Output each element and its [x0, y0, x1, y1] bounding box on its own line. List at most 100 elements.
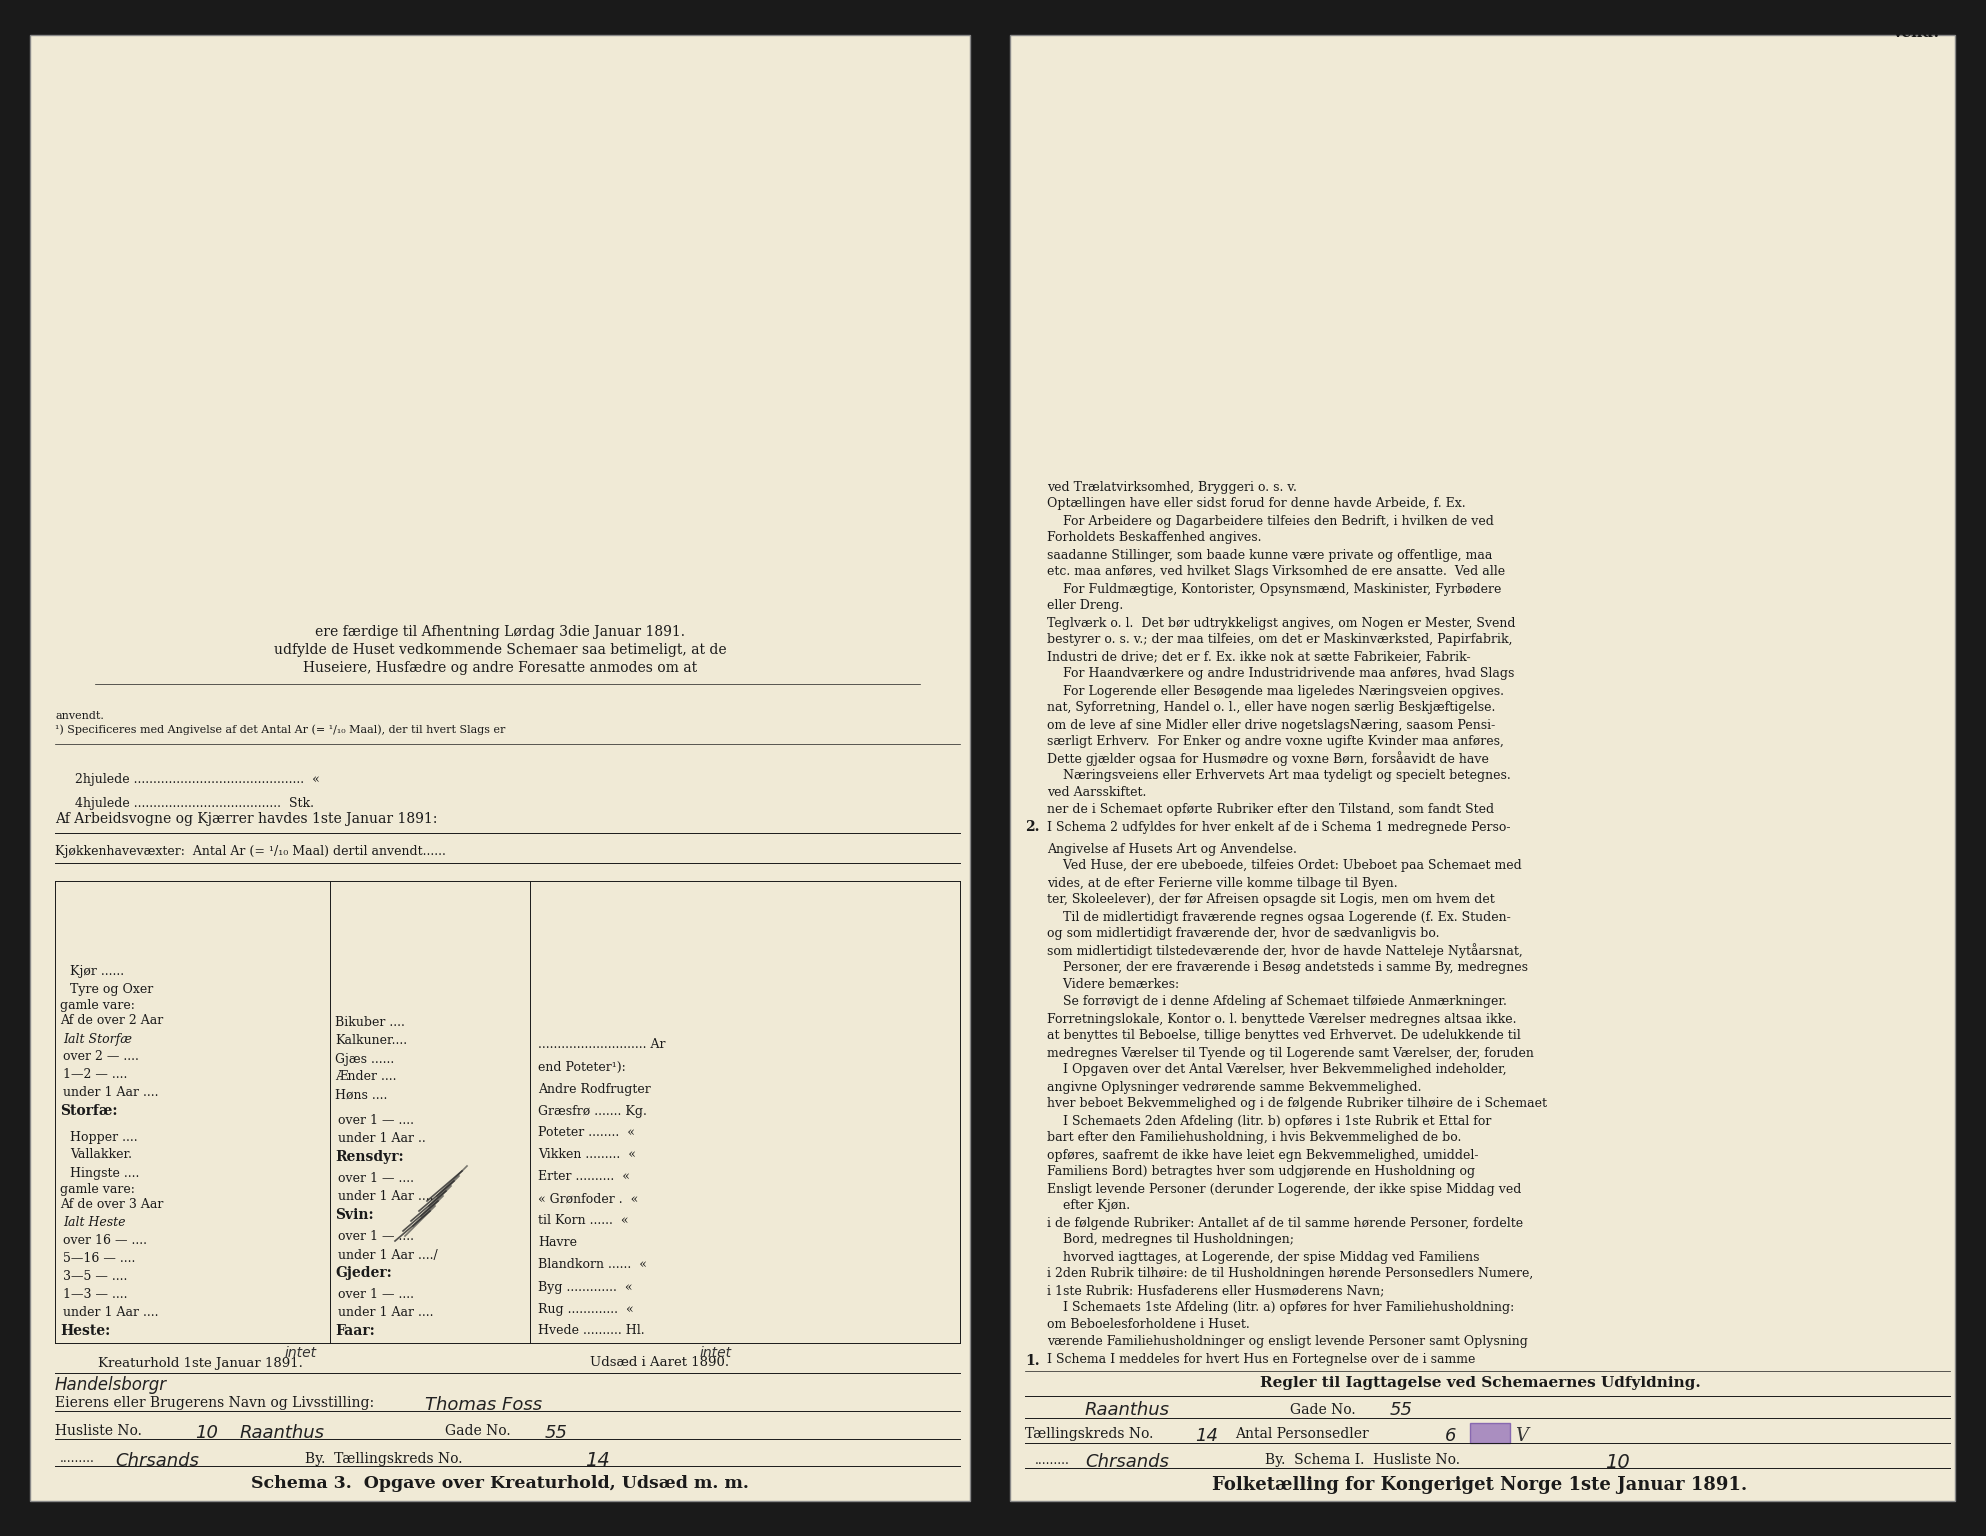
- Text: eller Dreng.: eller Dreng.: [1047, 599, 1124, 613]
- Text: Ænder ....: Ænder ....: [336, 1071, 397, 1083]
- Text: Hingste ....: Hingste ....: [70, 1166, 139, 1180]
- Text: Videre bemærkes:: Videre bemærkes:: [1047, 978, 1180, 992]
- Text: under 1 Aar ....: under 1 Aar ....: [338, 1190, 433, 1204]
- Text: efter Kjøn.: efter Kjøn.: [1047, 1200, 1130, 1212]
- Text: Af Arbeidsvogne og Kjærrer havdes 1ste Januar 1891:: Af Arbeidsvogne og Kjærrer havdes 1ste J…: [56, 813, 437, 826]
- Text: Vallakker.: Vallakker.: [70, 1149, 131, 1161]
- Text: under 1 Aar ....: under 1 Aar ....: [64, 1307, 159, 1319]
- Text: I Schema 2 udfyldes for hver enkelt af de i Schema 1 medregnede Perso-: I Schema 2 udfyldes for hver enkelt af d…: [1047, 820, 1511, 834]
- Text: intet: intet: [699, 1346, 733, 1359]
- Text: .........: .........: [1035, 1453, 1070, 1467]
- Text: ter, Skoleelever), der før Afreisen opsagde sit Logis, men om hvem det: ter, Skoleelever), der før Afreisen opsa…: [1047, 894, 1495, 906]
- Text: I Schema I meddeles for hvert Hus en Fortegnelse over de i samme: I Schema I meddeles for hvert Hus en For…: [1047, 1353, 1476, 1366]
- Text: under 1 Aar ....: under 1 Aar ....: [64, 1086, 159, 1100]
- Text: under 1 Aar ..: under 1 Aar ..: [338, 1132, 425, 1146]
- Text: at benyttes til Beboelse, tillige benyttes ved Erhvervet. De udelukkende til: at benyttes til Beboelse, tillige benytt…: [1047, 1029, 1521, 1043]
- Text: Schema 3.  Opgave over Kreaturhold, Udsæd m. m.: Schema 3. Opgave over Kreaturhold, Udsæd…: [250, 1475, 749, 1491]
- Text: under 1 Aar ..../: under 1 Aar ..../: [338, 1249, 437, 1261]
- Text: gamle vare:: gamle vare:: [60, 1183, 135, 1195]
- Text: ved Trælatvirksomhed, Bryggeri o. s. v.: ved Trælatvirksomhed, Bryggeri o. s. v.: [1047, 481, 1297, 493]
- Text: Af de over 3 Aar: Af de over 3 Aar: [60, 1198, 163, 1212]
- FancyBboxPatch shape: [1470, 1422, 1509, 1442]
- Text: Poteter ........  «: Poteter ........ «: [538, 1126, 636, 1140]
- Text: om Beboelesforholdene i Huset.: om Beboelesforholdene i Huset.: [1047, 1318, 1249, 1332]
- Text: For Fuldmægtige, Kontorister, Opsynsmænd, Maskinister, Fyrbødere: For Fuldmægtige, Kontorister, Opsynsmænd…: [1047, 582, 1501, 596]
- Text: end Poteter¹):: end Poteter¹):: [538, 1060, 626, 1074]
- Text: i 2den Rubrik tilhøire: de til Husholdningen hørende Personsedlers Numere,: i 2den Rubrik tilhøire: de til Husholdni…: [1047, 1267, 1533, 1281]
- Text: 4hjulede ......................................  Stk.: 4hjulede ...............................…: [75, 797, 314, 809]
- Text: 1—3 — ....: 1—3 — ....: [64, 1289, 127, 1301]
- Text: angivne Oplysninger vedrørende samme Bekvemmelighed.: angivne Oplysninger vedrørende samme Bek…: [1047, 1080, 1422, 1094]
- FancyBboxPatch shape: [30, 35, 969, 1501]
- Text: Hopper ....: Hopper ....: [70, 1130, 137, 1143]
- Text: 55: 55: [544, 1424, 568, 1442]
- Text: særligt Erhverv.  For Enker og andre voxne ugifte Kvinder maa anføres,: særligt Erhverv. For Enker og andre voxn…: [1047, 736, 1503, 748]
- Text: Til de midlertidigt fraværende regnes ogsaa Logerende (f. Ex. Studen-: Til de midlertidigt fraværende regnes og…: [1047, 911, 1511, 923]
- Text: Tyre og Oxer: Tyre og Oxer: [70, 983, 153, 995]
- Text: saadanne Stillinger, som baade kunne være private og offentlige, maa: saadanne Stillinger, som baade kunne vær…: [1047, 548, 1491, 562]
- Text: Rensdyr:: Rensdyr:: [336, 1150, 403, 1164]
- Text: og som midlertidigt fraværende der, hvor de sædvanligvis bo.: og som midlertidigt fraværende der, hvor…: [1047, 928, 1440, 940]
- Text: 55: 55: [1390, 1401, 1412, 1419]
- Text: bart efter den Familiehusholdning, i hvis Bekvemmelighed de bo.: bart efter den Familiehusholdning, i hvi…: [1047, 1132, 1462, 1144]
- Text: Husliste No.: Husliste No.: [56, 1424, 141, 1438]
- Text: hvorved iagttages, at Logerende, der spise Middag ved Familiens: hvorved iagttages, at Logerende, der spi…: [1047, 1250, 1480, 1264]
- Text: Høns ....: Høns ....: [336, 1089, 387, 1101]
- Text: over 2 — ....: over 2 — ....: [64, 1051, 139, 1063]
- Text: 14: 14: [586, 1452, 610, 1470]
- Text: Faar:: Faar:: [336, 1324, 375, 1338]
- Text: Hvede .......... Hl.: Hvede .......... Hl.: [538, 1324, 645, 1338]
- Text: 1—2 — ....: 1—2 — ....: [64, 1069, 127, 1081]
- Text: Familiens Bord) betragtes hver som udgjørende en Husholdning og: Familiens Bord) betragtes hver som udgjø…: [1047, 1166, 1476, 1178]
- Text: Næringsveiens eller Erhvervets Art maa tydeligt og specielt betegnes.: Næringsveiens eller Erhvervets Art maa t…: [1047, 770, 1511, 782]
- Text: 2.: 2.: [1025, 820, 1039, 834]
- Text: Blandkorn ......  «: Blandkorn ...... «: [538, 1258, 647, 1272]
- Text: Regler til Iagttagelse ved Schemaernes Udfyldning.: Regler til Iagttagelse ved Schemaernes U…: [1259, 1376, 1700, 1390]
- Text: Ialt Heste: Ialt Heste: [64, 1217, 125, 1229]
- Text: 6: 6: [1446, 1427, 1456, 1445]
- Text: Optællingen have eller sidst forud for denne havde Arbeide, f. Ex.: Optællingen have eller sidst forud for d…: [1047, 498, 1466, 510]
- Text: Antal Personsedler: Antal Personsedler: [1235, 1427, 1368, 1441]
- Text: i 1ste Rubrik: Husfaderens eller Husmøderens Navn;: i 1ste Rubrik: Husfaderens eller Husmøde…: [1047, 1284, 1384, 1298]
- Text: Rug .............  «: Rug ............. «: [538, 1303, 634, 1315]
- Text: V: V: [1515, 1427, 1527, 1445]
- Text: Af de over 2 Aar: Af de over 2 Aar: [60, 1014, 163, 1028]
- Text: gamle vare:: gamle vare:: [60, 998, 135, 1012]
- Text: Kjør ......: Kjør ......: [70, 965, 123, 977]
- Text: For Logerende eller Besøgende maa ligeledes Næringsveien opgives.: For Logerende eller Besøgende maa ligele…: [1047, 685, 1503, 697]
- Text: opføres, saafremt de ikke have leiet egn Bekvemmelighed, umiddel-: opføres, saafremt de ikke have leiet egn…: [1047, 1149, 1478, 1161]
- Text: For Arbeidere og Dagarbeidere tilfeies den Bedrift, i hvilken de ved: For Arbeidere og Dagarbeidere tilfeies d…: [1047, 515, 1493, 527]
- Text: Bord, medregnes til Husholdningen;: Bord, medregnes til Husholdningen;: [1047, 1233, 1295, 1247]
- Text: Ved Huse, der ere ubeboede, tilfeies Ordet: Ubeboet paa Schemaet med: Ved Huse, der ere ubeboede, tilfeies Ord…: [1047, 860, 1521, 872]
- Text: Byg .............  «: Byg ............. «: [538, 1281, 632, 1293]
- Text: Forholdets Beskaffenhed angives.: Forholdets Beskaffenhed angives.: [1047, 531, 1261, 544]
- Text: Kreaturhold 1ste Januar 1891.: Kreaturhold 1ste Januar 1891.: [97, 1356, 302, 1370]
- Text: Kalkuner....: Kalkuner....: [336, 1035, 407, 1048]
- Text: Industri de drive; det er f. Ex. ikke nok at sætte Fabrikeier, Fabrik-: Industri de drive; det er f. Ex. ikke no…: [1047, 651, 1470, 664]
- Text: Folketælling for Kongeriget Norge 1ste Januar 1891.: Folketælling for Kongeriget Norge 1ste J…: [1211, 1476, 1748, 1495]
- Text: Raanthus: Raanthus: [240, 1424, 326, 1442]
- Text: over 1 — ....: over 1 — ....: [338, 1230, 413, 1244]
- Text: 10: 10: [195, 1424, 218, 1442]
- Text: 14: 14: [1196, 1427, 1217, 1445]
- Text: medregnes Værelser til Tyende og til Logerende samt Værelser, der, foruden: medregnes Værelser til Tyende og til Log…: [1047, 1046, 1533, 1060]
- Text: Chrsands: Chrsands: [115, 1452, 199, 1470]
- Text: Kjøkkenhavevæxter:  Antal Ar (= ¹/₁₀ Maal) dertil anvendt......: Kjøkkenhavevæxter: Antal Ar (= ¹/₁₀ Maal…: [56, 845, 447, 857]
- Text: Heste:: Heste:: [60, 1324, 111, 1338]
- Text: Raanthus: Raanthus: [1084, 1401, 1170, 1419]
- Text: Angivelse af Husets Art og Anvendelse.: Angivelse af Husets Art og Anvendelse.: [1047, 843, 1297, 856]
- Text: Bikuber ....: Bikuber ....: [336, 1017, 405, 1029]
- Text: Handelsborgr: Handelsborgr: [56, 1376, 167, 1395]
- Text: 2hjulede ............................................  «: 2hjulede ...............................…: [75, 773, 320, 785]
- Text: om de leve af sine Midler eller drive nogetslagsNæring, saasom Pensi-: om de leve af sine Midler eller drive no…: [1047, 719, 1495, 731]
- Text: Gjeder:: Gjeder:: [336, 1266, 391, 1279]
- Text: Gade No.: Gade No.: [1291, 1402, 1356, 1418]
- Text: anvendt.: anvendt.: [56, 711, 103, 720]
- Text: Personer, der ere fraværende i Besøg andetsteds i samme By, medregnes: Personer, der ere fraværende i Besøg and…: [1047, 962, 1527, 974]
- Text: bestyrer o. s. v.; der maa tilfeies, om det er Maskinværksted, Papirfabrik,: bestyrer o. s. v.; der maa tilfeies, om …: [1047, 633, 1513, 647]
- Text: Dette gjælder ogsaa for Husmødre og voxne Børn, forsåavidt de have: Dette gjælder ogsaa for Husmødre og voxn…: [1047, 751, 1490, 766]
- Text: .........: .........: [60, 1453, 95, 1465]
- Text: etc. maa anføres, ved hvilket Slags Virksomhed de ere ansatte.  Ved alle: etc. maa anføres, ved hvilket Slags Virk…: [1047, 565, 1505, 579]
- Text: Teglværk o. l.  Det bør udtrykkeligst angives, om Nogen er Mester, Svend: Teglværk o. l. Det bør udtrykkeligst ang…: [1047, 616, 1515, 630]
- Text: By.  Tællingskreds No.: By. Tællingskreds No.: [306, 1452, 463, 1465]
